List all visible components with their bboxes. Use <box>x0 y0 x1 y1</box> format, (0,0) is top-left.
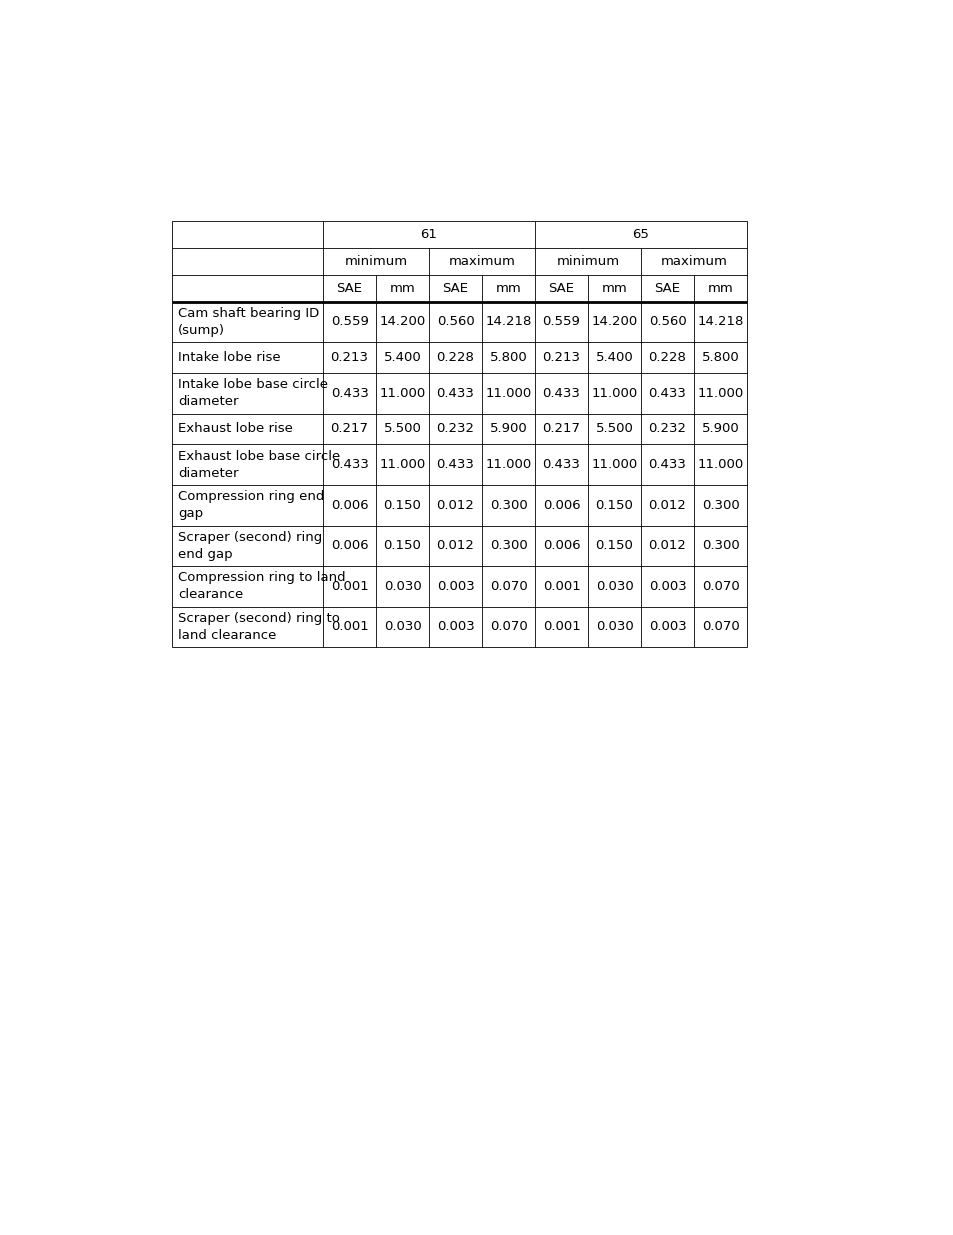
Text: 0.433: 0.433 <box>648 458 686 472</box>
Text: 0.003: 0.003 <box>648 579 685 593</box>
Text: 5.500: 5.500 <box>383 422 421 436</box>
Text: 0.003: 0.003 <box>436 579 474 593</box>
Text: 14.200: 14.200 <box>379 315 425 329</box>
Text: 0.232: 0.232 <box>648 422 686 436</box>
Text: 0.433: 0.433 <box>331 458 368 472</box>
Text: 0.433: 0.433 <box>542 387 579 400</box>
Text: SAE: SAE <box>336 282 362 295</box>
Text: 0.433: 0.433 <box>648 387 686 400</box>
Text: 0.001: 0.001 <box>331 620 368 634</box>
Text: maximum: maximum <box>448 254 515 268</box>
Text: 0.560: 0.560 <box>436 315 474 329</box>
Text: 11.000: 11.000 <box>697 387 742 400</box>
Text: 0.300: 0.300 <box>700 540 739 552</box>
Text: 0.560: 0.560 <box>648 315 685 329</box>
Text: 11.000: 11.000 <box>697 458 742 472</box>
Text: Compression ring to land
clearance: Compression ring to land clearance <box>178 572 345 601</box>
Text: 5.800: 5.800 <box>489 351 527 364</box>
Text: 0.006: 0.006 <box>331 499 368 511</box>
Text: 0.150: 0.150 <box>383 540 421 552</box>
Text: 0.070: 0.070 <box>489 620 527 634</box>
Text: 65: 65 <box>632 228 649 241</box>
Text: SAE: SAE <box>548 282 574 295</box>
Text: Cam shaft bearing ID
(sump): Cam shaft bearing ID (sump) <box>178 308 319 337</box>
Text: maximum: maximum <box>659 254 727 268</box>
Text: 0.030: 0.030 <box>595 620 633 634</box>
Text: 5.500: 5.500 <box>595 422 633 436</box>
Text: 11.000: 11.000 <box>591 458 637 472</box>
Text: 0.070: 0.070 <box>700 620 739 634</box>
Text: 0.300: 0.300 <box>700 499 739 511</box>
Text: 0.003: 0.003 <box>648 620 685 634</box>
Text: Exhaust lobe rise: Exhaust lobe rise <box>178 422 293 436</box>
Text: 11.000: 11.000 <box>591 387 637 400</box>
Text: 0.001: 0.001 <box>542 579 579 593</box>
Text: 14.218: 14.218 <box>697 315 743 329</box>
Text: Intake lobe base circle
diameter: Intake lobe base circle diameter <box>178 378 328 409</box>
Text: Intake lobe rise: Intake lobe rise <box>178 351 280 364</box>
Text: 0.070: 0.070 <box>489 579 527 593</box>
Text: mm: mm <box>389 282 415 295</box>
Text: 0.213: 0.213 <box>542 351 580 364</box>
Text: mm: mm <box>707 282 733 295</box>
Text: 0.070: 0.070 <box>700 579 739 593</box>
Text: 5.900: 5.900 <box>489 422 527 436</box>
Text: 0.150: 0.150 <box>595 499 633 511</box>
Text: 0.006: 0.006 <box>542 540 579 552</box>
Text: 0.030: 0.030 <box>595 579 633 593</box>
Text: 0.150: 0.150 <box>383 499 421 511</box>
Text: 0.001: 0.001 <box>542 620 579 634</box>
Text: 5.400: 5.400 <box>595 351 633 364</box>
Bar <box>172 221 746 647</box>
Text: 0.433: 0.433 <box>331 387 368 400</box>
Text: 0.433: 0.433 <box>542 458 579 472</box>
Text: 0.012: 0.012 <box>436 540 474 552</box>
Text: 5.900: 5.900 <box>700 422 739 436</box>
Text: 11.000: 11.000 <box>485 387 531 400</box>
Text: 0.213: 0.213 <box>331 351 368 364</box>
Text: 11.000: 11.000 <box>379 387 425 400</box>
Text: 0.228: 0.228 <box>648 351 686 364</box>
Text: 0.150: 0.150 <box>595 540 633 552</box>
Text: minimum: minimum <box>556 254 618 268</box>
Text: 14.200: 14.200 <box>591 315 637 329</box>
Text: 0.232: 0.232 <box>436 422 474 436</box>
Text: 0.559: 0.559 <box>542 315 579 329</box>
Text: 0.006: 0.006 <box>331 540 368 552</box>
Text: 0.012: 0.012 <box>436 499 474 511</box>
Text: 0.300: 0.300 <box>489 499 527 511</box>
Text: 11.000: 11.000 <box>379 458 425 472</box>
Text: SAE: SAE <box>442 282 468 295</box>
Text: 0.433: 0.433 <box>436 458 474 472</box>
Text: 5.400: 5.400 <box>383 351 421 364</box>
Text: 0.001: 0.001 <box>331 579 368 593</box>
Text: minimum: minimum <box>344 254 407 268</box>
Text: 0.012: 0.012 <box>648 499 686 511</box>
Text: Compression ring end
gap: Compression ring end gap <box>178 490 324 520</box>
Text: Exhaust lobe base circle
diameter: Exhaust lobe base circle diameter <box>178 450 340 479</box>
Text: 0.030: 0.030 <box>383 579 421 593</box>
Text: 14.218: 14.218 <box>485 315 531 329</box>
Text: 11.000: 11.000 <box>485 458 531 472</box>
Text: Scraper (second) ring
end gap: Scraper (second) ring end gap <box>178 531 322 561</box>
Text: SAE: SAE <box>654 282 679 295</box>
Text: 0.217: 0.217 <box>542 422 580 436</box>
Text: 0.217: 0.217 <box>331 422 368 436</box>
Text: 0.006: 0.006 <box>542 499 579 511</box>
Text: mm: mm <box>601 282 627 295</box>
Text: 5.800: 5.800 <box>700 351 739 364</box>
Text: 0.300: 0.300 <box>489 540 527 552</box>
Text: 0.228: 0.228 <box>436 351 474 364</box>
Text: 0.433: 0.433 <box>436 387 474 400</box>
Text: 0.559: 0.559 <box>331 315 368 329</box>
Text: 0.003: 0.003 <box>436 620 474 634</box>
Text: 0.030: 0.030 <box>383 620 421 634</box>
Text: Scraper (second) ring to
land clearance: Scraper (second) ring to land clearance <box>178 611 339 642</box>
Text: mm: mm <box>496 282 521 295</box>
Text: 0.012: 0.012 <box>648 540 686 552</box>
Text: 61: 61 <box>420 228 437 241</box>
